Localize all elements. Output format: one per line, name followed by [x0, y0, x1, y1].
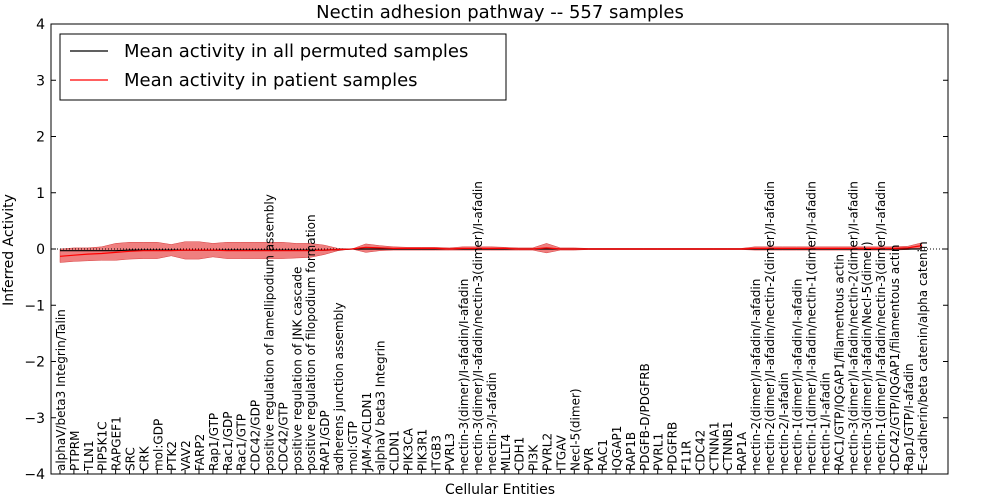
x-tick-label: nectin-3(dimer)/I-afadin/Necl-5(dimer) — [860, 241, 874, 471]
x-tick-label: nectin-3(dimer)/I-afadin/nectin-2(dimer)… — [846, 181, 860, 471]
x-tick-label: ITGB3 — [429, 435, 443, 471]
plot-area: −4 −3 −2 −1 0 1 2 3 4 alphaV/beta3 Integrin/Talin… — [24, 17, 949, 483]
x-tick-label: mol:GTP — [346, 421, 360, 471]
x-tick-label: PIP5K1C — [96, 421, 110, 471]
x-tick-label: Rac1/GTP — [235, 414, 249, 471]
x-tick-label: nectin-2(dimer)/I-afadin/nectin-2(dimer)… — [763, 181, 777, 471]
y-tick-label: 4 — [36, 17, 45, 33]
x-tick-label: Rap1/GTP — [207, 413, 221, 471]
x-tick-label: PTK2 — [165, 441, 179, 471]
x-tick-label: PDGFB-D/PDGFRB — [638, 363, 652, 471]
y-tick-label: −3 — [24, 411, 45, 427]
x-tick-label: alphaV beta3 Integrin — [374, 340, 388, 471]
x-tick-label: positive regulation of JNK cascade — [290, 267, 304, 471]
x-tick-label: PIK3R1 — [415, 429, 429, 471]
x-tick-label: CLDN1 — [388, 430, 402, 471]
y-tick-label: 1 — [36, 186, 45, 202]
y-tick-label: 3 — [36, 73, 45, 89]
x-tick-label: MLLT4 — [499, 434, 513, 471]
x-tick-label: nectin-1(dimer)/I-afadin/nectin-1(dimer)… — [805, 181, 819, 471]
x-tick-label: VAV2 — [179, 440, 193, 471]
x-tick-label: CDC42/GTP — [276, 402, 290, 471]
x-tick-label: CDH1 — [513, 437, 527, 471]
x-tick-label: RAP1B — [624, 432, 638, 471]
x-tick-label: PVRL1 — [652, 433, 666, 471]
x-tick-label: TLN1 — [82, 440, 96, 472]
x-tick-label: IQGAP1 — [610, 426, 624, 471]
x-tick-label: PVRL2 — [541, 433, 555, 471]
x-tick-label: E-cadherin/beta catenin/alpha catenin — [916, 241, 930, 471]
x-tick-label: positive regulation of lamellipodium ass… — [263, 194, 277, 471]
x-tick-label: SRC — [124, 447, 138, 471]
patient-activity-band — [59, 241, 923, 263]
x-tick-label: PI3K — [527, 444, 541, 471]
x-tick-label: JAM-A/CLDN1 — [360, 392, 374, 472]
x-tick-label: RAC1/GTP/IQGAP1/filamentous actin — [832, 254, 846, 471]
x-tick-label: CDC42/GTP/IQGAP1/filamentous actin — [888, 245, 902, 471]
x-tick-label: PIK3CA — [402, 427, 416, 471]
x-tick-label: nectin-2/I-afadin — [777, 372, 791, 471]
legend: Mean activity in all permuted samples Me… — [59, 33, 507, 101]
x-tick-label: adherens junction assembly — [332, 302, 346, 471]
x-tick-label: CDC42/GDP — [249, 400, 263, 471]
x-tick-label: RAC1 — [596, 439, 610, 471]
chart-title: Nectin adhesion pathway -- 557 samples — [316, 2, 684, 23]
x-tick-label: alphaV/beta3 Integrin/Talin — [54, 309, 68, 471]
x-tick-label: nectin-3/I-afadin — [485, 372, 499, 471]
x-tick-label: PVRL3 — [443, 433, 457, 471]
x-axis-label: Cellular Entities — [445, 482, 555, 498]
x-tick-label: positive regulation of filopodium format… — [304, 214, 318, 471]
x-tick-label: FARP2 — [193, 434, 207, 471]
x-tick-label: Rap1/GTP/I-afadin — [902, 363, 916, 471]
y-tick-label: −1 — [24, 298, 45, 314]
x-tick-label: RAPGEF1 — [110, 416, 124, 471]
x-tick-label: CRK — [137, 445, 151, 471]
legend-label-patient: Mean activity in patient samples — [124, 70, 418, 91]
x-tick-label: mol:GDP — [151, 419, 165, 471]
y-tick-label: 2 — [36, 130, 45, 146]
patient-mean-line — [59, 245, 922, 257]
x-tick-label: CTNNB1 — [721, 421, 735, 471]
x-tick-label: nectin-1(dimer)/I-afadin/nectin-3(dimer)… — [874, 181, 888, 471]
legend-label-permuted: Mean activity in all permuted samples — [124, 41, 468, 62]
x-tick-label: PTPRM — [68, 431, 82, 472]
x-tick-label: ITGAV — [554, 434, 568, 471]
x-tick-label: PVR — [582, 447, 596, 471]
x-tick-label: RAP1A — [735, 431, 749, 471]
x-tick-label: CTNNA1 — [707, 421, 721, 471]
legend-box — [59, 33, 507, 101]
x-tick-label: RAP1/GDP — [318, 410, 332, 471]
x-tick-label: Necl-5(dimer) — [568, 388, 582, 471]
x-tick-label: PDGFRB — [666, 422, 680, 471]
y-tick-label: 0 — [36, 242, 45, 258]
x-tick-label: nectin-1(dimer)/I-afadin/I-afadin — [791, 279, 805, 471]
x-tick-label: nectin-2(dimer)/I-afadin/I-afadin — [749, 279, 763, 471]
x-tick-label: nectin-3(dimer)/I-afadin/nectin-3(dimer)… — [471, 181, 485, 471]
y-tick-label: −2 — [24, 355, 45, 371]
x-tick-label: Rac1/GDP — [221, 412, 235, 471]
x-tick-label: nectin-3(dimer)/I-afadin/I-afadin — [457, 279, 471, 471]
y-tick-label: −4 — [24, 467, 45, 483]
x-tick-label: F11R — [680, 440, 694, 471]
x-tick-label: nectin-1/I-afadin — [819, 372, 833, 471]
x-tick-label: CDC42 — [693, 430, 707, 471]
y-axis-label: Inferred Activity — [1, 194, 17, 306]
